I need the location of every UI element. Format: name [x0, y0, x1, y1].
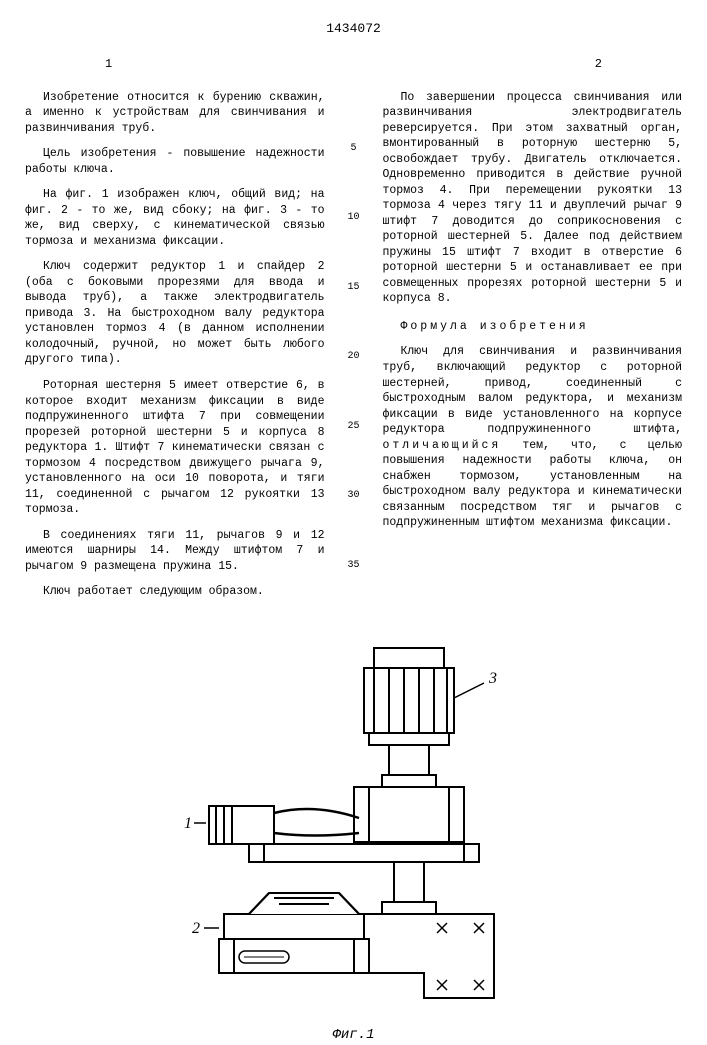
- figure-label-3: 3: [488, 670, 497, 687]
- paragraph: Ключ содержит редуктор 1 и спайдер 2 (об…: [25, 259, 325, 368]
- paragraph: Ключ работает следующим образом.: [25, 584, 325, 600]
- paragraph: На фиг. 1 изображен ключ, общий вид; на …: [25, 187, 325, 249]
- column-number-left: 1: [105, 56, 112, 72]
- line-marker: 15: [345, 281, 363, 295]
- page-header: 1 2: [25, 56, 682, 72]
- text-columns: Изобретение относится к бурению скважин,…: [25, 90, 682, 610]
- paragraph: Изобретение относится к бурению скважин,…: [25, 90, 325, 137]
- line-marker: 35: [345, 559, 363, 573]
- formula-title: Формула изобретения: [383, 319, 683, 335]
- paragraph: Роторная шестерня 5 имеет отверстие 6, в…: [25, 378, 325, 518]
- technical-drawing: 3 1 2: [164, 638, 544, 1018]
- figure-label-1: 1: [184, 815, 192, 832]
- figure-label-2: 2: [192, 920, 200, 937]
- paragraph: В соединениях тяги 11, рычагов 9 и 12 им…: [25, 528, 325, 575]
- figure-caption: Фиг.1: [164, 1026, 544, 1045]
- claim-keyword: отличающийся: [383, 439, 502, 452]
- line-marker: 25: [345, 420, 363, 434]
- paragraph: По завершении процесса свинчивания или р…: [383, 90, 683, 307]
- figure-container: 3 1 2 Фиг.1: [164, 638, 544, 1045]
- right-column: По завершении процесса свинчивания или р…: [383, 90, 683, 610]
- figure-area: 3 1 2 Фиг.1: [25, 638, 682, 1045]
- claim-text: тем, что, с целью повышения надежности р…: [383, 439, 683, 530]
- line-marker: 10: [345, 211, 363, 225]
- line-number-column: 5 10 15 20 25 30 35: [345, 90, 363, 610]
- paragraph: Ключ для свинчивания и развинчивания тру…: [383, 344, 683, 530]
- paragraph: Цель изобретения - повышение надежности …: [25, 146, 325, 177]
- line-marker: 5: [345, 142, 363, 156]
- claim-text: Ключ для свинчивания и развинчивания тру…: [383, 345, 683, 436]
- line-marker: 30: [345, 489, 363, 503]
- column-number-right: 2: [595, 56, 602, 72]
- patent-number: 1434072: [25, 20, 682, 38]
- line-marker: 20: [345, 350, 363, 364]
- left-column: Изобретение относится к бурению скважин,…: [25, 90, 325, 610]
